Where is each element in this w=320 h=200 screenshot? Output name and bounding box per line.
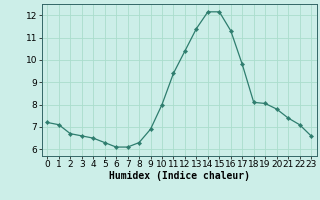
X-axis label: Humidex (Indice chaleur): Humidex (Indice chaleur): [109, 171, 250, 181]
